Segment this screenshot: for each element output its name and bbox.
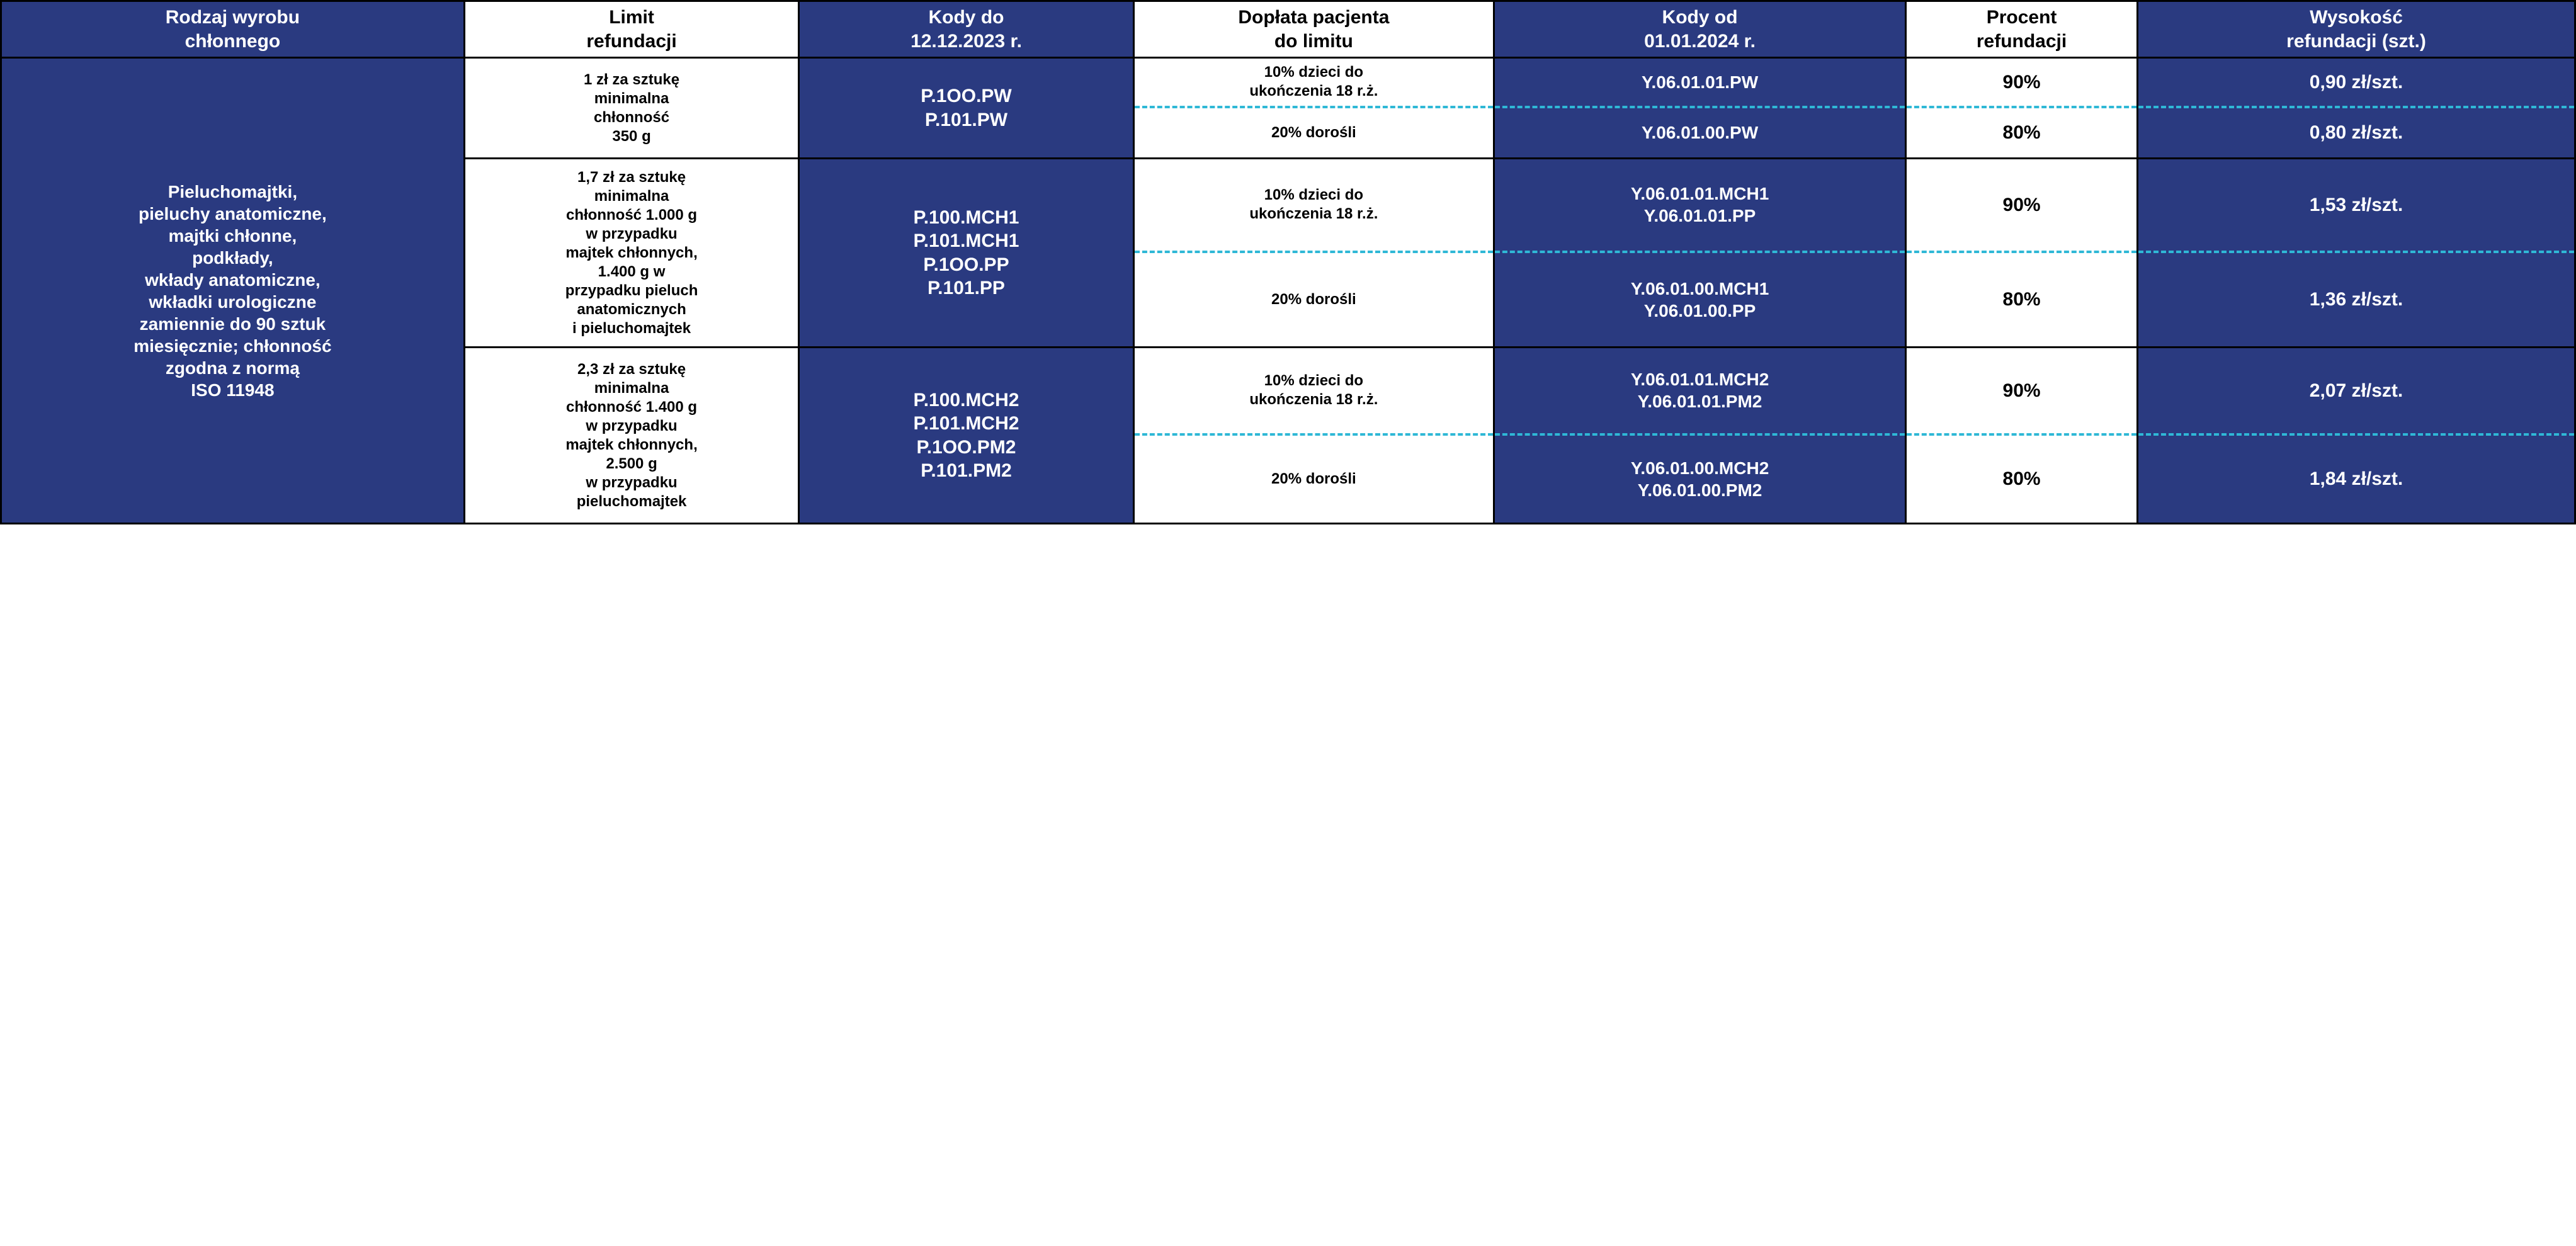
new-codes-cell: Y.06.01.01.MCH1 Y.06.01.01.PP Y.06.01.00… [1494, 159, 1906, 348]
table-row: Pieluchomajtki, pieluchy anatomiczne, ma… [1, 58, 2575, 159]
header-rodzaj: Rodzaj wyrobu chłonnego [1, 1, 465, 58]
doplata-bottom: 20% dorośli [1135, 253, 1493, 347]
doplata-top: 10% dzieci do ukończenia 18 r.ż. [1135, 59, 1493, 108]
percent-top: 90% [1907, 159, 2136, 253]
reimbursement-table: Rodzaj wyrobu chłonnego Limit refundacji… [0, 0, 2576, 524]
percent-top: 90% [1907, 59, 2136, 108]
limit-cell: 1,7 zł za sztukę minimalna chłonność 1.0… [464, 159, 798, 348]
header-kody-od: Kody od 01.01.2024 r. [1494, 1, 1906, 58]
amount-top: 1,53 zł/szt. [2138, 159, 2574, 253]
doplata-bottom: 20% dorośli [1135, 436, 1493, 523]
amount-bottom: 1,84 zł/szt. [2138, 436, 2574, 523]
amount-top: 2,07 zł/szt. [2138, 348, 2574, 436]
new-codes-top: Y.06.01.01.MCH2 Y.06.01.01.PM2 [1495, 348, 1905, 436]
new-codes-top: Y.06.01.01.PW [1495, 59, 1905, 108]
percent-cell: 90% 80% [1906, 348, 2138, 524]
old-codes-cell: P.100.MCH1 P.101.MCH1 P.1OO.PP P.101.PP [799, 159, 1133, 348]
header-procent: Procent refundacji [1906, 1, 2138, 58]
header-wysokosc: Wysokość refundacji (szt.) [2138, 1, 2575, 58]
percent-bottom: 80% [1907, 108, 2136, 158]
percent-bottom: 80% [1907, 253, 2136, 347]
doplata-cell: 10% dzieci do ukończenia 18 r.ż. 20% dor… [1133, 159, 1494, 348]
new-codes-bottom: Y.06.01.00.PW [1495, 108, 1905, 158]
row-label-cell: Pieluchomajtki, pieluchy anatomiczne, ma… [1, 58, 465, 524]
amount-top: 0,90 zł/szt. [2138, 59, 2574, 108]
doplata-cell: 10% dzieci do ukończenia 18 r.ż. 20% dor… [1133, 348, 1494, 524]
amount-cell: 0,90 zł/szt. 0,80 zł/szt. [2138, 58, 2575, 159]
header-row: Rodzaj wyrobu chłonnego Limit refundacji… [1, 1, 2575, 58]
header-limit: Limit refundacji [464, 1, 798, 58]
amount-bottom: 1,36 zł/szt. [2138, 253, 2574, 347]
limit-cell: 2,3 zł za sztukę minimalna chłonność 1.4… [464, 348, 798, 524]
amount-cell: 2,07 zł/szt. 1,84 zł/szt. [2138, 348, 2575, 524]
percent-cell: 90% 80% [1906, 58, 2138, 159]
doplata-top: 10% dzieci do ukończenia 18 r.ż. [1135, 348, 1493, 436]
new-codes-top: Y.06.01.01.MCH1 Y.06.01.01.PP [1495, 159, 1905, 253]
doplata-cell: 10% dzieci do ukończenia 18 r.ż. 20% dor… [1133, 58, 1494, 159]
header-kody-do: Kody do 12.12.2023 r. [799, 1, 1133, 58]
amount-cell: 1,53 zł/szt. 1,36 zł/szt. [2138, 159, 2575, 348]
new-codes-cell: Y.06.01.01.PW Y.06.01.00.PW [1494, 58, 1906, 159]
new-codes-cell: Y.06.01.01.MCH2 Y.06.01.01.PM2 Y.06.01.0… [1494, 348, 1906, 524]
doplata-bottom: 20% dorośli [1135, 108, 1493, 158]
doplata-top: 10% dzieci do ukończenia 18 r.ż. [1135, 159, 1493, 253]
limit-cell: 1 zł za sztukę minimalna chłonność 350 g [464, 58, 798, 159]
percent-cell: 90% 80% [1906, 159, 2138, 348]
header-doplata: Dopłata pacjenta do limitu [1133, 1, 1494, 58]
amount-bottom: 0,80 zł/szt. [2138, 108, 2574, 158]
percent-top: 90% [1907, 348, 2136, 436]
percent-bottom: 80% [1907, 436, 2136, 523]
old-codes-cell: P.1OO.PW P.101.PW [799, 58, 1133, 159]
new-codes-bottom: Y.06.01.00.MCH1 Y.06.01.00.PP [1495, 253, 1905, 347]
table-body: Pieluchomajtki, pieluchy anatomiczne, ma… [1, 58, 2575, 524]
old-codes-cell: P.100.MCH2 P.101.MCH2 P.1OO.PM2 P.101.PM… [799, 348, 1133, 524]
new-codes-bottom: Y.06.01.00.MCH2 Y.06.01.00.PM2 [1495, 436, 1905, 523]
